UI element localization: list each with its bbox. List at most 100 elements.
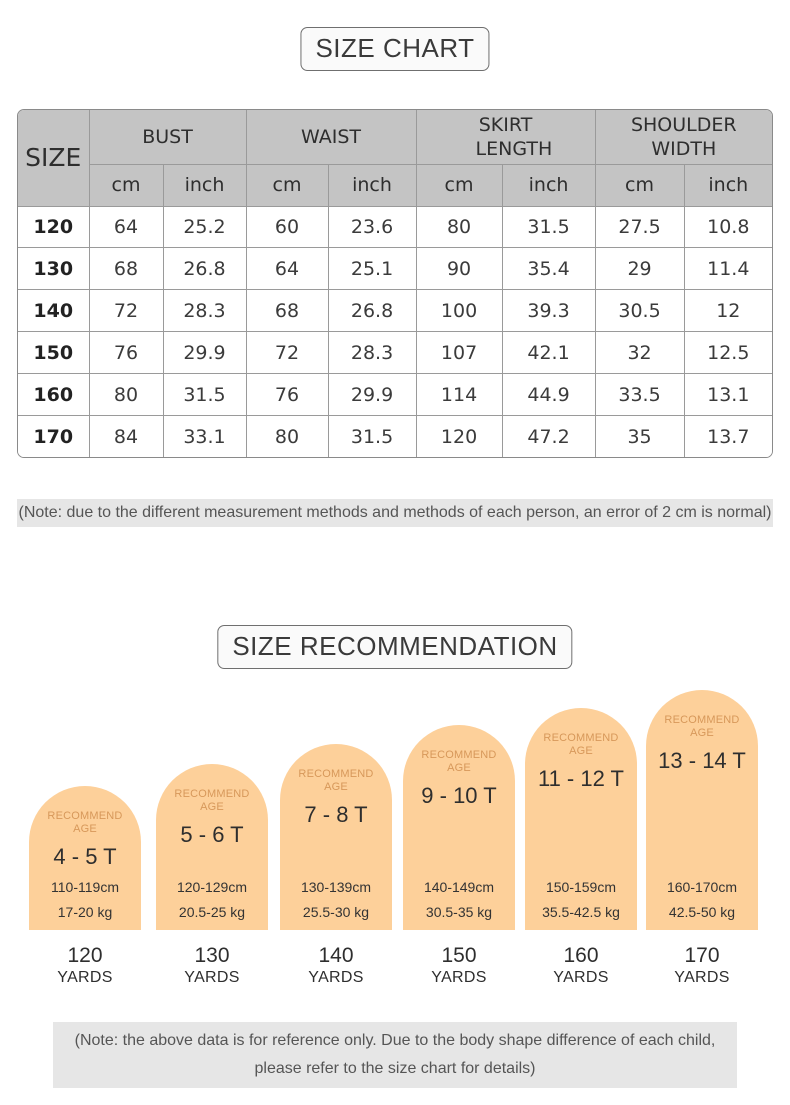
measurement-cell: 13.1 (683, 373, 772, 417)
unit-header: cm (89, 163, 164, 207)
measurement-cell: 35 (594, 415, 685, 457)
waist-header: WAIST (245, 110, 417, 165)
size-yards-label: 140 YARDS (280, 944, 392, 988)
size-number: 130 (194, 944, 230, 967)
size-yards-label: 130 YARDS (156, 944, 268, 988)
measurement-cell: 80 (245, 415, 329, 457)
measurement-cell: 64 (88, 205, 164, 249)
size-recommendation-title: SIZE RECOMMENDATION (217, 625, 573, 669)
measurement-cell: 12 (683, 289, 772, 333)
measurement-cell: 30.5 (594, 289, 685, 333)
recommend-age-label: RECOMMEND AGE (174, 788, 250, 813)
recommend-age-label: RECOMMEND AGE (664, 714, 740, 739)
size-cell: 160 (18, 373, 90, 417)
recommendation-card: RECOMMEND AGE 9 - 10 T 140-149cm 30.5-35 kg (403, 725, 515, 930)
age-range: 5 - 6 T (180, 822, 244, 847)
recommendation-card: RECOMMEND AGE 11 - 12 T 150-159cm 35.5-42.5… (525, 708, 637, 930)
measurement-cell: 64 (245, 247, 329, 291)
table-row: 170 84 33.1 80 31.5 120 47.2 35 13.7 (18, 415, 772, 457)
recommendation-text: RECOMMEND AGE 13 - 14 T (646, 714, 758, 774)
measurement-cell: 28.3 (327, 331, 417, 375)
size-cell: 130 (18, 247, 90, 291)
age-range: 9 - 10 T (421, 783, 497, 808)
recommendation-arch (156, 764, 268, 930)
size-unit: YARDS (674, 969, 730, 986)
reference-note: (Note: the above data is for reference o… (53, 1022, 737, 1088)
size-yards-label: 150 YARDS (403, 944, 515, 988)
recommend-age-label: RECOMMEND AGE (47, 810, 123, 835)
skirt-length-label: SKIRT LENGTH (475, 113, 553, 160)
recommendation-text: RECOMMEND AGE 7 - 8 T (280, 768, 392, 828)
age-range: 11 - 12 T (537, 766, 624, 791)
measurement-cell: 26.8 (327, 289, 417, 333)
reference-note-line-1: (Note: the above data is for reference o… (74, 1032, 716, 1049)
recommendation-text: RECOMMEND AGE 9 - 10 T (403, 749, 515, 809)
size-yards-label: 170 YARDS (646, 944, 758, 988)
measurement-cell: 25.2 (162, 205, 247, 249)
size-number: 160 (563, 944, 599, 967)
size-chart-body: 120 64 25.2 60 23.6 80 31.5 27.5 10.8 130 68 26.8 64… (18, 205, 772, 457)
size-unit: YARDS (184, 969, 240, 986)
size-unit: YARDS (308, 969, 364, 986)
age-range: 4 - 5 T (53, 844, 117, 869)
weight-range: 30.5-35 kg (425, 904, 493, 920)
height-range: 120-129cm (176, 879, 248, 895)
measurement-cell: 29 (594, 247, 685, 291)
size-cell: 140 (18, 289, 90, 333)
table-row: 120 64 25.2 60 23.6 80 31.5 27.5 10.8 (18, 205, 772, 249)
size-cell: 120 (18, 205, 90, 249)
measurement-cell: 31.5 (162, 373, 247, 417)
measurement-cell: 60 (245, 205, 329, 249)
measurement-cell: 80 (88, 373, 164, 417)
recommend-age-label: RECOMMEND AGE (421, 749, 497, 774)
measurement-cell: 32 (594, 331, 685, 375)
size-unit: YARDS (553, 969, 609, 986)
measurement-cell: 114 (415, 373, 503, 417)
weight-range: 42.5-50 kg (668, 904, 736, 920)
age-range: 13 - 14 T (658, 748, 746, 773)
weight-range: 35.5-42.5 kg (542, 904, 620, 920)
measurement-cell: 33.5 (594, 373, 685, 417)
measurement-cell: 42.1 (501, 331, 596, 375)
unit-header: inch (501, 163, 596, 207)
weight-range: 17-20 kg (57, 904, 113, 920)
unit-header: cm (415, 163, 503, 207)
measurement-cell: 29.9 (162, 331, 247, 375)
measurement-cell: 76 (88, 331, 164, 375)
skirt-length-header: SKIRT LENGTH (415, 110, 596, 165)
reference-note-line-2: please refer to the size chart for detai… (254, 1060, 536, 1077)
weight-range: 25.5-30 kg (302, 904, 370, 920)
unit-header: inch (327, 163, 417, 207)
size-column-header: SIZE (18, 110, 90, 207)
height-range: 150-159cm (545, 879, 617, 895)
measurement-cell: 72 (88, 289, 164, 333)
measurement-cell: 31.5 (501, 205, 596, 249)
size-yards-label: 120 YARDS (29, 944, 141, 988)
height-range: 110-119cm (51, 879, 119, 895)
table-row: 130 68 26.8 64 25.1 90 35.4 29 11.4 (18, 247, 772, 291)
size-cell: 170 (18, 415, 90, 457)
measurement-cell: 25.1 (327, 247, 417, 291)
recommendation-card: RECOMMEND AGE 4 - 5 T 110-119cm 17-20 kg (29, 786, 141, 930)
measurement-cell: 23.6 (327, 205, 417, 249)
size-unit: YARDS (57, 969, 113, 986)
shoulder-width-header: SHOULDER WIDTH (594, 110, 772, 165)
recommendation-text: RECOMMEND AGE 5 - 6 T (156, 788, 268, 848)
measurement-cell: 35.4 (501, 247, 596, 291)
measurement-cell: 90 (415, 247, 503, 291)
measurement-cell: 27.5 (594, 205, 685, 249)
height-range: 140-149cm (423, 879, 495, 895)
age-range: 7 - 8 T (304, 802, 368, 827)
table-row: 150 76 29.9 72 28.3 107 42.1 32 12.5 (18, 331, 772, 375)
measurement-cell: 68 (88, 247, 164, 291)
recommendation-text: RECOMMEND AGE 11 - 12 T (525, 732, 637, 792)
size-number: 120 (67, 944, 103, 967)
height-range: 160-170cm (666, 879, 738, 895)
recommendation-arch (29, 786, 141, 930)
measurement-cell: 33.1 (162, 415, 247, 457)
measurement-cell: 120 (415, 415, 503, 457)
measurement-cell: 100 (415, 289, 503, 333)
weight-range: 20.5-25 kg (178, 904, 246, 920)
size-number: 170 (684, 944, 720, 967)
measurement-cell: 80 (415, 205, 503, 249)
